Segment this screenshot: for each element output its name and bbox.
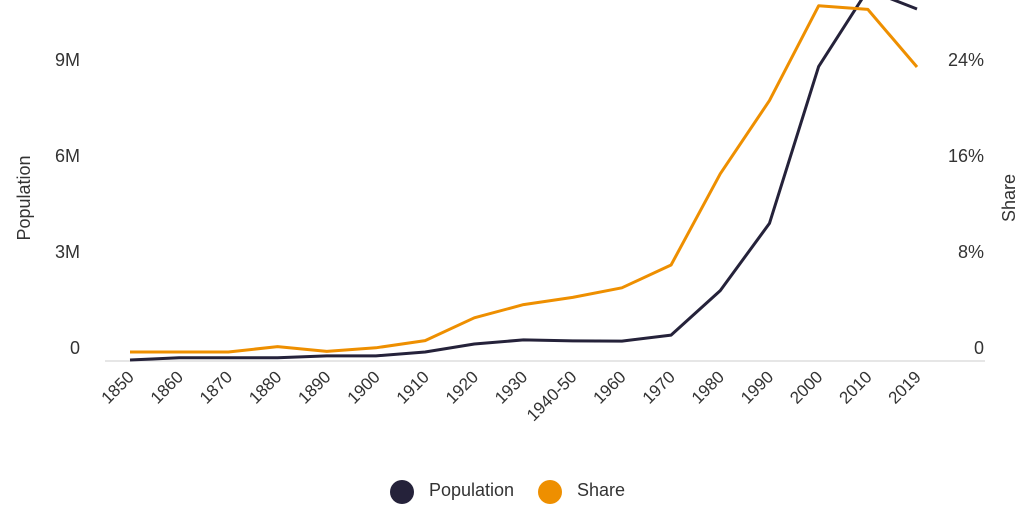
x-tick-label: 1870	[196, 367, 236, 407]
x-tick-label: 1910	[393, 367, 433, 407]
y2-axis-label: Share	[999, 174, 1019, 222]
y-tick-label: 9M	[55, 50, 80, 70]
y-tick-label: 3M	[55, 242, 80, 262]
x-tick-label: 1860	[147, 367, 187, 407]
y-tick-label: 0	[70, 338, 80, 358]
x-tick-label: 1990	[737, 367, 777, 407]
legend-label-population[interactable]: Population	[429, 480, 514, 500]
x-tick-label: 1930	[491, 367, 531, 407]
y2-tick-label: 16%	[948, 146, 984, 166]
x-tick-label: 1900	[344, 367, 384, 407]
x-tick-label: 1850	[98, 367, 138, 407]
legend-marker-share[interactable]	[538, 480, 562, 504]
x-tick-label: 1880	[245, 367, 285, 407]
x-tick-label: 1920	[442, 367, 482, 407]
y-axis-label: Population	[14, 155, 34, 240]
series-line-population	[129, 0, 918, 362]
x-tick-label: 1980	[688, 367, 728, 407]
x-tick-label: 2019	[885, 367, 925, 407]
x-tick-label: 1940-50	[523, 367, 581, 425]
legend-label-share[interactable]: Share	[577, 480, 625, 500]
y-tick-label: 6M	[55, 146, 80, 166]
x-tick-label: 2000	[786, 367, 826, 407]
x-tick-label: 2010	[835, 367, 875, 407]
x-tick-label: 1960	[590, 367, 630, 407]
series-line-share	[130, 4, 919, 354]
x-tick-label: 1970	[639, 367, 679, 407]
x-tick-label: 1890	[294, 367, 334, 407]
y2-tick-label: 8%	[958, 242, 984, 262]
legend-marker-population[interactable]	[390, 480, 414, 504]
y2-tick-label: 24%	[948, 50, 984, 70]
y2-tick-label: 0	[974, 338, 984, 358]
